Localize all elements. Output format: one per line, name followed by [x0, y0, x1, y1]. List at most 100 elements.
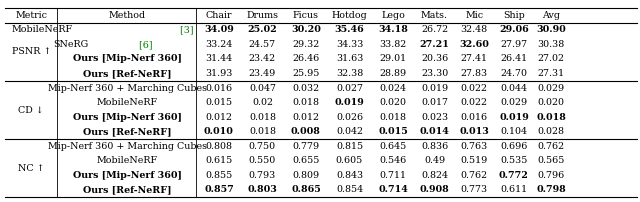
Text: 0.016: 0.016	[461, 113, 488, 122]
Text: Ours [Mip-Nerf 360]: Ours [Mip-Nerf 360]	[73, 113, 182, 122]
Text: 0.012: 0.012	[205, 113, 232, 122]
Text: 0.042: 0.042	[336, 127, 363, 136]
Text: 0.714: 0.714	[378, 185, 408, 194]
Text: Method: Method	[109, 11, 146, 20]
Text: 27.83: 27.83	[461, 69, 488, 78]
Text: 31.44: 31.44	[205, 55, 232, 63]
Text: CD ↓: CD ↓	[19, 105, 44, 114]
Text: 30.38: 30.38	[538, 40, 564, 49]
Text: 0.015: 0.015	[378, 127, 408, 136]
Text: 32.60: 32.60	[460, 40, 489, 49]
Text: 30.20: 30.20	[291, 25, 321, 34]
Text: 0.047: 0.047	[249, 84, 276, 93]
Text: MobileNeRF: MobileNeRF	[12, 25, 73, 34]
Text: 0.519: 0.519	[461, 156, 488, 165]
Text: 29.06: 29.06	[499, 25, 529, 34]
Text: 0.02: 0.02	[252, 98, 273, 107]
Text: 0.565: 0.565	[538, 156, 564, 165]
Text: Avg: Avg	[542, 11, 560, 20]
Text: PSNR ↑: PSNR ↑	[12, 47, 51, 56]
Text: 0.546: 0.546	[380, 156, 406, 165]
Text: 0.908: 0.908	[420, 185, 449, 194]
Text: 0.029: 0.029	[500, 98, 527, 107]
Text: 0.010: 0.010	[204, 127, 234, 136]
Text: 0.018: 0.018	[380, 113, 406, 122]
Text: 0.854: 0.854	[336, 185, 363, 194]
Text: 0.027: 0.027	[336, 84, 363, 93]
Text: Drums: Drums	[246, 11, 278, 20]
Text: 0.029: 0.029	[538, 84, 564, 93]
Text: 0.032: 0.032	[292, 84, 319, 93]
Text: 0.611: 0.611	[500, 185, 527, 194]
Text: 0.018: 0.018	[292, 98, 319, 107]
Text: 0.015: 0.015	[205, 98, 232, 107]
Text: 29.32: 29.32	[292, 40, 319, 49]
Text: 32.38: 32.38	[336, 69, 363, 78]
Text: Lego: Lego	[381, 11, 405, 20]
Text: 27.02: 27.02	[538, 55, 564, 63]
Text: 0.104: 0.104	[500, 127, 527, 136]
Text: 0.020: 0.020	[538, 98, 564, 107]
Text: 24.70: 24.70	[500, 69, 527, 78]
Text: Ficus: Ficus	[293, 11, 319, 20]
Text: 0.550: 0.550	[249, 156, 276, 165]
Text: 27.21: 27.21	[420, 40, 449, 49]
Text: 0.815: 0.815	[336, 142, 363, 151]
Text: 34.33: 34.33	[336, 40, 363, 49]
Text: 0.803: 0.803	[248, 185, 277, 194]
Text: 20.36: 20.36	[421, 55, 448, 63]
Text: 35.46: 35.46	[335, 25, 364, 34]
Text: 34.09: 34.09	[204, 25, 234, 34]
Text: 0.772: 0.772	[499, 171, 529, 180]
Text: 0.024: 0.024	[380, 84, 406, 93]
Text: 0.019: 0.019	[421, 84, 448, 93]
Text: [3]: [3]	[177, 25, 193, 34]
Text: 0.779: 0.779	[292, 142, 319, 151]
Text: 26.72: 26.72	[421, 25, 448, 34]
Text: 0.013: 0.013	[460, 127, 489, 136]
Text: 0.655: 0.655	[292, 156, 319, 165]
Text: 0.711: 0.711	[380, 171, 406, 180]
Text: NC ↑: NC ↑	[18, 164, 45, 173]
Text: Mip-Nerf 360 + Marching Cubes: Mip-Nerf 360 + Marching Cubes	[48, 142, 207, 151]
Text: 23.42: 23.42	[249, 55, 276, 63]
Text: 0.836: 0.836	[421, 142, 448, 151]
Text: 0.026: 0.026	[336, 113, 363, 122]
Text: 0.020: 0.020	[380, 98, 406, 107]
Text: 0.843: 0.843	[336, 171, 363, 180]
Text: 0.028: 0.028	[538, 127, 564, 136]
Text: 0.808: 0.808	[205, 142, 232, 151]
Text: 33.24: 33.24	[205, 40, 232, 49]
Text: 0.796: 0.796	[538, 171, 564, 180]
Text: 27.31: 27.31	[538, 69, 564, 78]
Text: 0.605: 0.605	[336, 156, 363, 165]
Text: Mats.: Mats.	[421, 11, 448, 20]
Text: 30.90: 30.90	[536, 25, 566, 34]
Text: 0.824: 0.824	[421, 171, 448, 180]
Text: 28.89: 28.89	[380, 69, 406, 78]
Text: 0.018: 0.018	[249, 113, 276, 122]
Text: 0.762: 0.762	[538, 142, 564, 151]
Text: 32.48: 32.48	[461, 25, 488, 34]
Text: 0.809: 0.809	[292, 171, 319, 180]
Text: 0.018: 0.018	[249, 127, 276, 136]
Text: 33.82: 33.82	[380, 40, 406, 49]
Text: 27.97: 27.97	[500, 40, 527, 49]
Text: Ours [Mip-Nerf 360]: Ours [Mip-Nerf 360]	[73, 55, 182, 63]
Text: 0.019: 0.019	[335, 98, 364, 107]
Text: 0.793: 0.793	[249, 171, 276, 180]
Text: 27.41: 27.41	[461, 55, 488, 63]
Text: 25.02: 25.02	[248, 25, 277, 34]
Text: 0.855: 0.855	[205, 171, 232, 180]
Text: 0.017: 0.017	[421, 98, 448, 107]
Text: 0.763: 0.763	[461, 142, 488, 151]
Text: [6]: [6]	[136, 40, 152, 49]
Text: 0.008: 0.008	[291, 127, 321, 136]
Text: 29.01: 29.01	[380, 55, 406, 63]
Text: 26.46: 26.46	[292, 55, 319, 63]
Text: 0.022: 0.022	[461, 98, 488, 107]
Text: Hotdog: Hotdog	[332, 11, 367, 20]
Text: 0.023: 0.023	[421, 113, 448, 122]
Text: 0.535: 0.535	[500, 156, 527, 165]
Text: 25.95: 25.95	[292, 69, 319, 78]
